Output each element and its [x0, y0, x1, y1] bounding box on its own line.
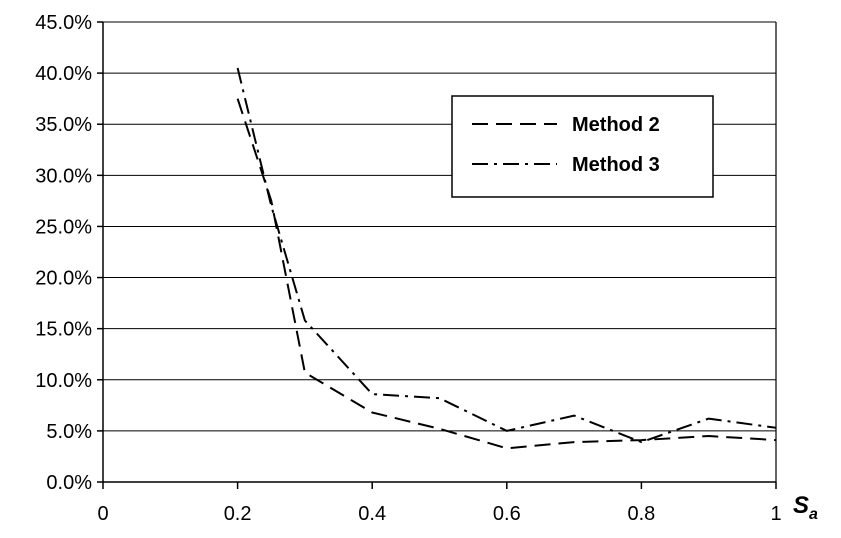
series-line-method-3: [236, 67, 777, 444]
y-tick-label-8: 40.0%: [35, 63, 92, 85]
x-tick-label-2: 0.4: [358, 503, 386, 525]
series-lines: [236, 67, 777, 450]
y-tick-label-3: 15.0%: [35, 319, 92, 341]
y-tick-label-2: 10.0%: [35, 370, 92, 392]
y-tick-label-7: 35.0%: [35, 114, 92, 136]
legend-box: [451, 95, 714, 198]
y-tick-label-5: 25.0%: [35, 216, 92, 238]
x-tick-labels: 0 0.2 0.4 0.6 0.8 1: [97, 503, 781, 525]
x-tick-label-1: 0.2: [224, 503, 252, 525]
x-tick-label-5: 1: [770, 503, 781, 525]
x-tick-label-3: 0.6: [493, 503, 521, 525]
y-tick-labels: 0.0% 5.0% 10.0% 15.0% 20.0% 25.0% 30.0% 35.0% 40…: [35, 12, 92, 494]
y-tick-label-4: 20.0%: [35, 268, 92, 290]
x-tick-label-0: 0: [97, 503, 108, 525]
series-line-method-2: [236, 98, 777, 450]
y-tick-label-1: 5.0%: [46, 421, 92, 443]
legend: Method 2 Method 3: [451, 95, 714, 198]
legend-label-method-3: Method 3: [572, 154, 660, 176]
x-axis-label: Sa: [793, 492, 818, 523]
y-tick-label-0: 0.0%: [46, 472, 92, 494]
x-tick-label-4: 0.8: [627, 503, 655, 525]
gridlines: [103, 21, 776, 432]
axes: [97, 21, 777, 489]
y-tick-label-6: 30.0%: [35, 165, 92, 187]
y-tick-label-9: 45.0%: [35, 12, 92, 34]
legend-label-method-2: Method 2: [572, 114, 660, 136]
